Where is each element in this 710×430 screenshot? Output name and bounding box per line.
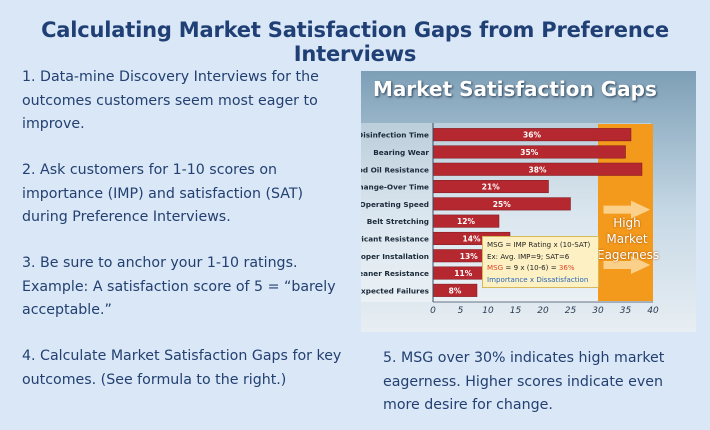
category-label: Belt Stretching <box>367 217 429 226</box>
eagerness-arrow-lower <box>603 255 651 274</box>
category-label: Cleaner Resistance <box>361 269 429 278</box>
x-tick-label: 10 <box>482 306 494 316</box>
formula-msg-term: MSG <box>487 263 504 272</box>
step-2-text: 2. Ask customers for 1-10 scores on impo… <box>22 162 304 225</box>
formula-line-4: Importance x Dissatisfaction <box>487 274 589 284</box>
formula-result: 36% <box>558 263 575 272</box>
x-tick-label: 25 <box>565 306 577 316</box>
value-label: 12% <box>457 217 475 226</box>
value-label: 36% <box>523 131 541 140</box>
x-tick-label: 35 <box>620 306 632 316</box>
category-label: Change-Over Time <box>361 183 429 192</box>
msg-formula-box: MSG = IMP Rating x (10-SAT) Ex: Avg. IMP… <box>482 236 599 288</box>
value-label: 13% <box>460 252 478 261</box>
category-label: Improper Installation <box>361 252 429 261</box>
value-label: 11% <box>454 269 472 278</box>
category-label: Lubricant Resistance <box>361 234 429 243</box>
formula-calc: = 9 x (10-6) = <box>503 263 559 272</box>
x-tick-label: 0 <box>430 306 436 316</box>
category-label: Food Oil Resistance <box>361 165 429 174</box>
x-tick-label: 5 <box>458 306 464 316</box>
x-tick-label: 20 <box>537 306 549 316</box>
x-tick-label: 30 <box>592 306 604 316</box>
chart-heading: Market Satisfaction Gaps <box>373 77 657 101</box>
formula-line-2: Ex: Avg. IMP=9; SAT=6 <box>487 251 570 261</box>
value-label: 38% <box>529 165 547 174</box>
eagerness-arrow-upper <box>603 200 651 219</box>
formula-line-1: MSG = IMP Rating x (10-SAT) <box>487 240 591 249</box>
x-tick-label: 15 <box>510 306 522 316</box>
step-5-text: 5. MSG over 30% indicates high market ea… <box>383 350 665 413</box>
value-label: 8% <box>449 286 462 295</box>
msg-chart-panel: Disinfection Time 36% Bearing Wear 35% Food … <box>361 71 696 332</box>
category-label: Unexpected Failures <box>361 286 429 295</box>
step-3-text: 3. Be sure to anchor your 1-10 ratings. … <box>22 255 336 318</box>
category-label: Operating Speed <box>361 200 429 209</box>
step-1-text: 1. Data-mine Discovery Interviews for th… <box>22 69 319 132</box>
step-4-text: 4. Calculate Market Satisfaction Gaps fo… <box>22 348 342 388</box>
slide-title: Calculating Market Satisfaction Gaps fro… <box>41 18 669 66</box>
msg-bar-chart: Disinfection Time 36% Bearing Wear 35% Food … <box>361 123 659 316</box>
value-label: 25% <box>493 200 511 209</box>
value-label: 14% <box>463 234 481 243</box>
x-tick-label: 40 <box>647 306 659 316</box>
high-market-eagerness-label: High Market Eagerness <box>597 216 660 262</box>
category-label: Bearing Wear <box>373 148 429 157</box>
value-label: 35% <box>520 148 538 157</box>
value-label: 21% <box>482 183 500 192</box>
formula-line-3: MSG = 9 x (10-6) = 36% <box>487 262 594 274</box>
category-label: Disinfection Time <box>361 131 429 140</box>
